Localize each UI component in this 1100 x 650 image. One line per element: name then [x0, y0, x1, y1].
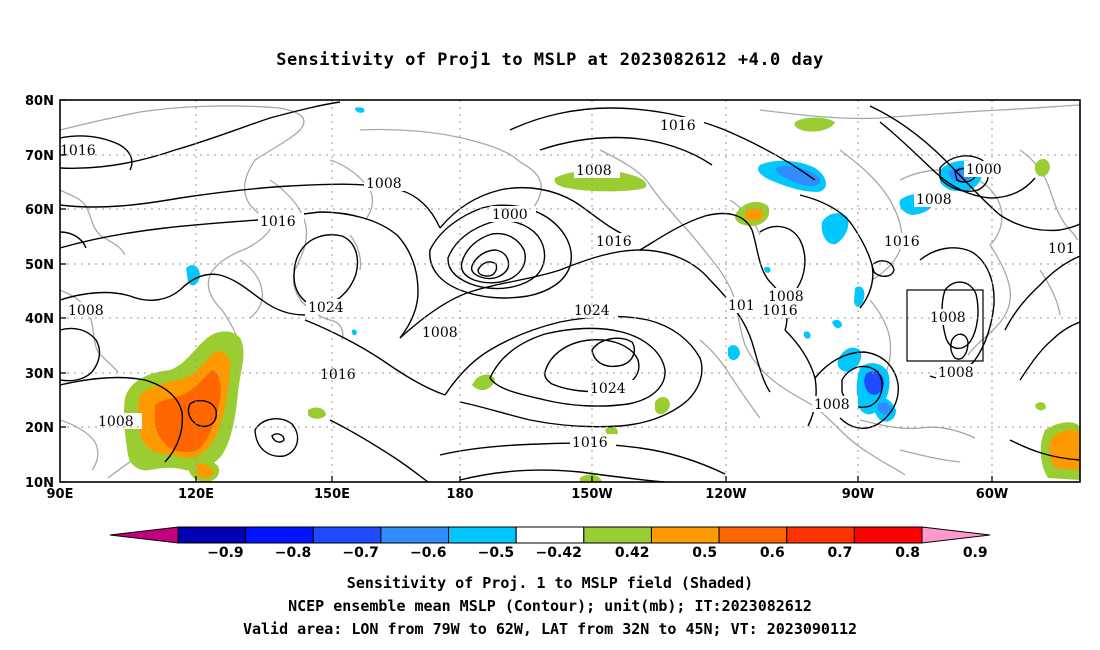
contour-label: 1008 — [68, 303, 104, 319]
contour-label: 1000 — [966, 162, 1002, 178]
contour-label: 1016 — [596, 234, 632, 250]
lat-label: 30N — [25, 367, 54, 382]
colorbar-swatch — [109, 526, 179, 544]
longitude-labels: 90E 120E 150E 180 150W 120W 90W 60W — [47, 487, 1009, 502]
contour-label: 1016 — [884, 234, 920, 250]
map-title: Sensitivity of Proj1 to MSLP at 20230826… — [276, 50, 824, 70]
lat-label: 60N — [25, 203, 54, 218]
colorbar-swatch — [312, 526, 382, 544]
footer-line-2: NCEP ensemble mean MSLP (Contour); unit(… — [288, 597, 812, 615]
colorbar-tick-label: 0.42 — [615, 545, 650, 561]
colorbar-swatch — [380, 526, 450, 544]
contour-label: 1008 — [576, 163, 612, 179]
contour-label: 1008 — [98, 414, 134, 430]
colorbar-tick-label: 0.7 — [828, 545, 853, 561]
contour-label: 1016 — [572, 435, 608, 451]
colorbar-swatch — [177, 526, 247, 544]
lat-label: 20N — [25, 421, 54, 436]
lon-label: 120W — [705, 487, 746, 502]
colorbar-tick-label: −0.9 — [207, 545, 244, 561]
colorbar-swatch — [515, 526, 585, 544]
colorbar-tick-label: 0.8 — [895, 545, 920, 561]
lat-label: 70N — [25, 149, 54, 164]
contour-label: 1016 — [60, 143, 96, 159]
map-frame — [59, 99, 1081, 483]
contour-label: 101 — [1048, 241, 1075, 257]
contour-label: 1008 — [366, 176, 402, 192]
contour-label: 1008 — [814, 397, 850, 413]
valid-area-box — [906, 289, 984, 362]
coastlines — [60, 104, 1080, 479]
colorbar-swatch — [718, 526, 788, 544]
colorbar-tick-label: −0.8 — [275, 545, 312, 561]
contour-label: 1024 — [590, 381, 626, 397]
graticule — [60, 100, 1080, 482]
contour-label: 1016 — [260, 214, 296, 230]
contour-label: 1008 — [422, 325, 458, 341]
lat-label: 40N — [25, 312, 54, 327]
contour-label: 1008 — [938, 365, 974, 381]
colorbar-swatch — [583, 526, 652, 544]
colorbar-swatch — [650, 526, 720, 544]
colorbar-tick-label: 0.5 — [692, 545, 717, 561]
colorbar-swatch — [921, 526, 991, 544]
colorbar-tick-label: −0.7 — [342, 545, 379, 561]
lon-label: 150W — [571, 487, 612, 502]
colorbar-tick-label: 0.6 — [760, 545, 785, 561]
footer-line-3: Valid area: LON from 79W to 62W, LAT fro… — [242, 620, 858, 638]
colorbar-swatch — [245, 526, 314, 544]
sensitivity-shading — [123, 107, 1080, 482]
lon-label: 120E — [178, 487, 214, 502]
colorbar: −0.9 −0.8 −0.7 −0.6 −0.5 −0.42 0.42 0.5 0.6 0.7 0.… — [109, 526, 991, 561]
contour-label: 1008 — [930, 310, 966, 326]
colorbar-swatch — [448, 526, 517, 544]
lon-label: 90W — [842, 487, 874, 502]
colorbar-swatch — [786, 526, 855, 544]
lon-label: 180 — [446, 487, 473, 502]
contour-label: 1000 — [492, 207, 528, 223]
lon-label: 90E — [47, 487, 74, 502]
contour-label: 1016 — [320, 367, 356, 383]
lat-label: 50N — [25, 258, 54, 273]
contour-label: 1008 — [916, 192, 952, 208]
colorbar-tick-label: −0.5 — [478, 545, 515, 561]
contour-label: 1024 — [308, 300, 344, 316]
footer-line-1: Sensitivity of Proj. 1 to MSLP field (Sh… — [346, 574, 754, 592]
contour-label: 1008 — [768, 289, 804, 305]
contour-label: 1016 — [762, 303, 798, 319]
lat-label: 80N — [25, 94, 54, 109]
colorbar-swatch — [853, 526, 923, 544]
colorbar-tick-label: −0.6 — [410, 545, 447, 561]
latitude-labels: 80N 70N 60N 50N 40N 30N 20N 10N — [25, 94, 54, 491]
axis-ticks — [60, 99, 993, 483]
lon-label: 60W — [976, 487, 1008, 502]
contour-label: 101 — [728, 298, 755, 314]
colorbar-tick-label: −0.42 — [536, 545, 582, 561]
lon-label: 150E — [314, 487, 350, 502]
contour-label: 1016 — [660, 118, 696, 134]
lat-label: 10N — [25, 476, 54, 491]
contour-labels: 1016 1008 1016 1024 1016 1008 1008 1000 … — [58, 117, 1080, 451]
colorbar-tick-label: 0.9 — [963, 545, 988, 561]
